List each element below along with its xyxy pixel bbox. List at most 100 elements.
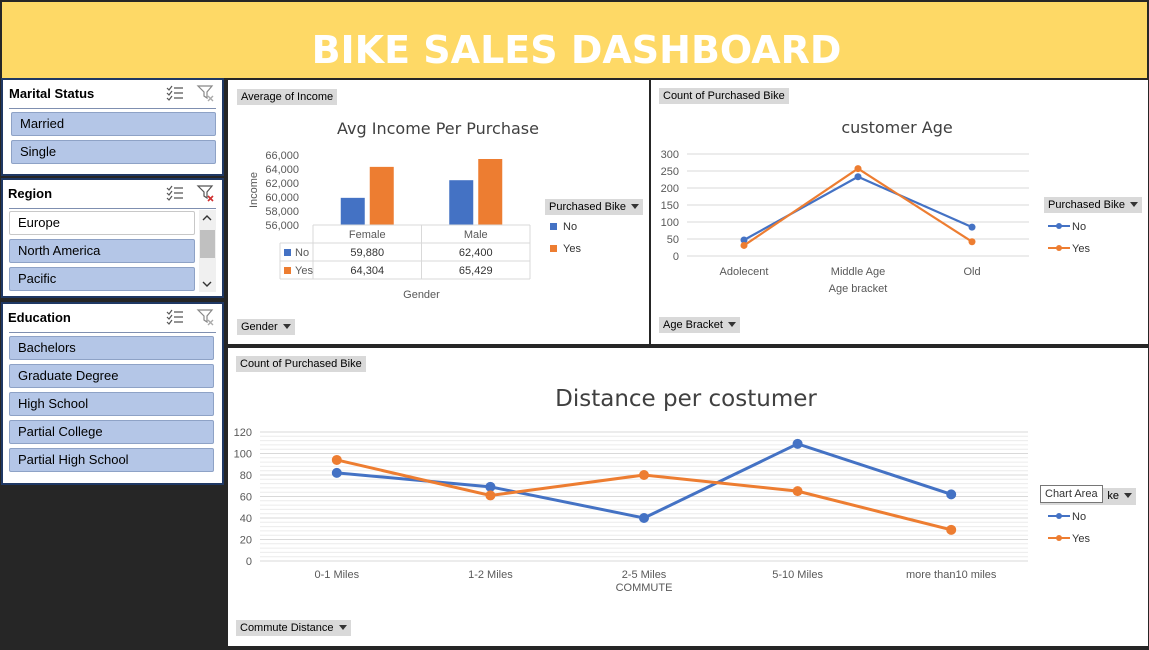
y-tick-label: 100	[234, 449, 252, 461]
x-tick-label: Middle Age	[831, 266, 885, 278]
commute-line-chart[interactable]: 120 100 80 60 40 20 0 0-1 Miles 1-2 Miles 2-5 Mil…	[228, 348, 1148, 646]
slicer-item-high-school[interactable]: High School	[9, 392, 214, 416]
multi-select-icon[interactable]	[165, 83, 185, 103]
scroll-down-icon[interactable]	[202, 280, 212, 288]
x-tick-label: more than10 miles	[906, 569, 997, 581]
y-tick-label: 50	[667, 234, 679, 246]
legend-item-yes: Yes	[550, 243, 581, 255]
y-tick-label: 40	[240, 513, 252, 525]
point-yes-1	[854, 165, 862, 173]
x-tick-label: 2-5 Miles	[622, 569, 667, 581]
legend-item-no: No	[550, 221, 577, 233]
x-axis-label: Age bracket	[829, 283, 888, 295]
field-button-count-purchased[interactable]: Count of Purchased Bike	[659, 88, 789, 104]
multi-select-icon[interactable]	[165, 307, 185, 327]
chart-title: Avg Income Per Purchase	[337, 119, 539, 138]
slicer-header: Education	[3, 304, 222, 332]
series-line-no	[743, 175, 973, 241]
dropdown-arrow-icon	[727, 322, 736, 327]
x-axis-label: COMMUTE	[616, 582, 673, 594]
clear-filter-icon[interactable]	[196, 83, 216, 103]
slicer-item-north-america[interactable]: North America	[9, 239, 195, 263]
y-tick-label: 20	[240, 535, 252, 547]
slicer-item-single[interactable]: Single	[11, 140, 216, 164]
point-yes-1	[485, 490, 496, 501]
y-tick-label: 250	[661, 166, 679, 178]
slicer-item-partial-college[interactable]: Partial College	[9, 420, 214, 444]
field-button-count-purchased[interactable]: Count of Purchased Bike	[236, 356, 366, 372]
axis-button-label: Gender	[241, 321, 278, 333]
slicer-title: Region	[8, 186, 53, 201]
slicer-item-bachelors[interactable]: Bachelors	[9, 336, 214, 360]
legend-label-yes: Yes	[1072, 243, 1090, 255]
slicer-item-married[interactable]: Married	[11, 112, 216, 136]
y-tick-label: 60	[240, 492, 252, 504]
legend-button-label: Purchased Bike	[1048, 199, 1126, 211]
chart-title: Distance per costumer	[555, 386, 817, 412]
slicer-item-europe[interactable]: Europe	[9, 211, 195, 235]
multi-select-icon[interactable]	[165, 183, 185, 203]
table-swatch	[284, 249, 291, 256]
table-swatch	[284, 267, 291, 274]
age-chart-panel[interactable]: Count of Purchased Bike customer Age 300…	[651, 80, 1148, 344]
field-button-average-income[interactable]: Average of Income	[237, 89, 338, 105]
dropdown-arrow-icon	[282, 324, 291, 329]
marital-status-slicer: Marital Status Married Single	[1, 78, 224, 176]
y-tick-label: 80	[240, 470, 252, 482]
x-tick-label: 0-1 Miles	[314, 569, 359, 581]
dropdown-arrow-icon	[1130, 202, 1139, 207]
table-cell: 59,880	[350, 247, 384, 259]
axis-button-gender[interactable]: Gender	[237, 319, 295, 335]
point-no-1	[485, 481, 496, 492]
y-tick-label: 100	[661, 217, 679, 229]
slicer-divider	[9, 332, 216, 333]
scroll-up-icon[interactable]	[202, 214, 212, 222]
table-cell: 62,400	[459, 247, 493, 259]
y-tick-label: 62,000	[265, 178, 299, 190]
x-tick-label: Male	[464, 229, 488, 241]
income-bar-chart[interactable]: 66,000 64,000 62,000 60,000 58,000 56,000 Inco…	[228, 80, 649, 344]
axis-button-commute-distance[interactable]: Commute Distance	[236, 620, 351, 636]
slicer-scrollbar[interactable]	[199, 210, 216, 292]
legend-marker-yes	[1056, 245, 1062, 251]
y-tick-label: 64,000	[265, 164, 299, 176]
y-tick-label: 120	[234, 427, 252, 439]
point-no-2	[639, 513, 649, 523]
legend-button-purchased-bike[interactable]: Purchased Bike	[1044, 197, 1143, 213]
axis-button-label: Age Bracket	[663, 319, 723, 331]
slicer-item-partial-high-school[interactable]: Partial High School	[9, 448, 214, 472]
clear-filter-icon[interactable]	[196, 183, 216, 203]
slicer-title: Education	[8, 310, 71, 325]
legend-swatch-yes	[550, 245, 557, 252]
y-tick-label: 0	[246, 556, 252, 568]
legend-marker-yes	[1056, 535, 1062, 541]
dropdown-arrow-icon	[1124, 493, 1132, 498]
point-no-3	[792, 438, 803, 449]
axis-button-label: Commute Distance	[240, 622, 334, 634]
legend-label-yes: Yes	[563, 243, 581, 255]
axis-button-age-bracket[interactable]: Age Bracket	[659, 317, 740, 333]
clear-filter-icon[interactable]	[196, 307, 216, 327]
point-yes-0	[740, 241, 748, 249]
x-tick-label: 1-2 Miles	[468, 569, 513, 581]
y-axis-label: Income	[248, 172, 260, 208]
scrollbar-thumb[interactable]	[200, 230, 215, 258]
dashboard-title: BIKE SALES DASHBOARD	[311, 28, 842, 72]
point-no-0	[331, 467, 342, 478]
legend-button-label: Purchased Bike	[549, 201, 627, 213]
y-tick-label: 60,000	[265, 192, 299, 204]
dropdown-arrow-icon	[631, 204, 640, 209]
commute-chart-panel[interactable]: Count of Purchased Bike Distance per cos…	[228, 348, 1148, 646]
income-chart-panel[interactable]: Average of Income Avg Income Per Purchas…	[228, 80, 649, 344]
legend-button-purchased-bike[interactable]: Purchased Bike	[545, 199, 644, 215]
slicer-item-graduate-degree[interactable]: Graduate Degree	[9, 364, 214, 388]
bar-no-female	[340, 197, 365, 225]
legend-marker-no	[1056, 513, 1062, 519]
slicer-item-pacific[interactable]: Pacific	[9, 267, 195, 291]
age-line-chart[interactable]: 300 250 200 150 100 50 0 Adolecent Middle Age Old…	[651, 80, 1148, 344]
x-tick-label: 5-10 Miles	[772, 569, 823, 581]
education-slicer: Education Bachelors Graduate Degree High…	[1, 302, 224, 485]
dropdown-arrow-icon	[338, 625, 347, 630]
point-yes-2	[639, 470, 649, 480]
dashboard-header: BIKE SALES DASHBOARD	[0, 0, 1149, 78]
